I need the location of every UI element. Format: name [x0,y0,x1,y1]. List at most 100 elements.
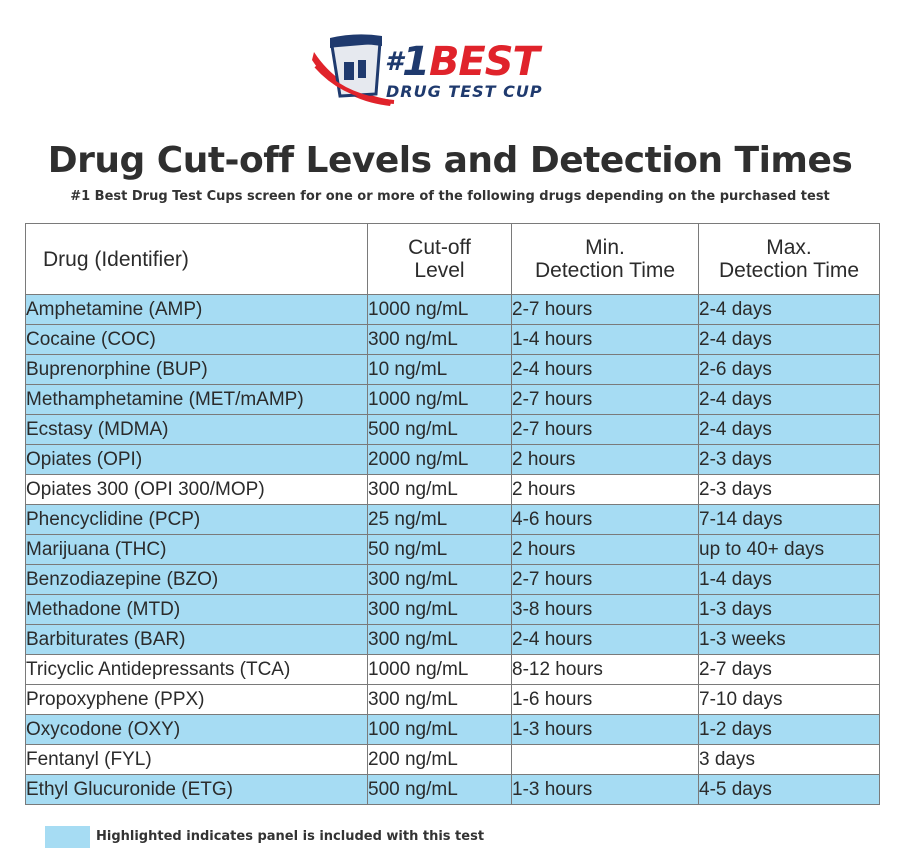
table-row: Oxycodone (OXY) 100 ng/mL 1-3 hours 1-2 day… [25,714,880,745]
table-row: Cocaine (COC) 300 ng/mL 1-4 hours 2-4 days [25,324,880,355]
table-row: Methadone (MTD) 300 ng/mL 3-8 hours 1-3 day… [25,594,880,625]
header-cutoff-line1: Cut-off [408,236,471,259]
cell-max-detection: 2-3 days [698,444,880,475]
cell-max-detection: 3 days [698,744,880,775]
logo-hash: # [385,47,403,77]
cell-cutoff: 300 ng/mL [367,474,512,505]
brand-logo: #1BEST DRUG TEST CUP [310,32,610,110]
drug-test-cup-icon [312,34,395,106]
table-row: Opiates (OPI) 2000 ng/mL 2 hours 2-3 days [25,444,880,475]
cell-min-detection: 2-4 hours [511,354,699,385]
header-min-line2: Detection Time [534,259,676,282]
cell-drug: Amphetamine (AMP) [25,294,368,325]
header-drug: Drug (Identifier) [25,223,368,295]
page-title: Drug Cut-off Levels and Detection Times [47,140,853,181]
table-row: Amphetamine (AMP) 1000 ng/mL 2-7 hours 2-4 … [25,294,880,325]
cell-drug: Tricyclic Antidepressants (TCA) [25,654,368,685]
table-row: Phencyclidine (PCP) 25 ng/mL 4-6 hours 7-14… [25,504,880,535]
table-header-row: Drug (Identifier) Cut-off Level Min. Detec… [25,223,880,295]
cell-cutoff: 50 ng/mL [367,534,512,565]
cell-drug: Methamphetamine (MET/mAMP) [25,384,368,415]
table-row: Ecstasy (MDMA) 500 ng/mL 2-7 hours 2-4 days [25,414,880,445]
cell-min-detection: 2-4 hours [511,624,699,655]
cell-cutoff: 300 ng/mL [367,324,512,355]
logo-wordmark: #1BEST [385,39,540,85]
cell-cutoff: 25 ng/mL [367,504,512,535]
cell-min-detection: 2 hours [511,474,699,505]
cell-min-detection: 1-4 hours [511,324,699,355]
cell-min-detection: 1-3 hours [511,774,699,805]
cell-drug: Fentanyl (FYL) [25,744,368,775]
table-row: Fentanyl (FYL) 200 ng/mL 3 days [25,744,880,775]
cell-cutoff: 500 ng/mL [367,414,512,445]
cell-max-detection: 2-3 days [698,474,880,505]
cell-min-detection: 2-7 hours [511,294,699,325]
cell-drug: Oxycodone (OXY) [25,714,368,745]
cell-max-detection: 7-14 days [698,504,880,535]
cell-max-detection: 7-10 days [698,684,880,715]
cell-cutoff: 10 ng/mL [367,354,512,385]
table-body: Amphetamine (AMP) 1000 ng/mL 2-7 hours 2-4 … [25,294,880,805]
cell-drug: Methadone (MTD) [25,594,368,625]
cell-drug: Benzodiazepine (BZO) [25,564,368,595]
cell-min-detection: 2 hours [511,444,699,475]
table-row: Marijuana (THC) 50 ng/mL 2 hours up to 40+ … [25,534,880,565]
cell-cutoff: 2000 ng/mL [367,444,512,475]
logo-number: 1 [402,39,430,85]
cell-cutoff: 300 ng/mL [367,564,512,595]
header-max-line1: Max. [766,236,812,259]
cell-max-detection: up to 40+ days [698,534,880,565]
cell-min-detection: 8-12 hours [511,654,699,685]
table-row: Ethyl Glucuronide (ETG) 500 ng/mL 1-3 hour… [25,774,880,805]
cell-max-detection: 4-5 days [698,774,880,805]
cell-min-detection: 3-8 hours [511,594,699,625]
cell-max-detection: 2-4 days [698,294,880,325]
cell-max-detection: 1-4 days [698,564,880,595]
cell-drug: Propoxyphene (PPX) [25,684,368,715]
header-cutoff: Cut-off Level [367,223,512,295]
cell-drug: Ecstasy (MDMA) [25,414,368,445]
table-row: Tricyclic Antidepressants (TCA) 1000 ng/m… [25,654,880,685]
table-row: Barbiturates (BAR) 300 ng/mL 2-4 hours 1-3 … [25,624,880,655]
header-max-detection: Max. Detection Time [698,223,880,295]
cell-min-detection: 4-6 hours [511,504,699,535]
cell-max-detection: 1-3 days [698,594,880,625]
table-row: Opiates 300 (OPI 300/MOP) 300 ng/mL 2 hour… [25,474,880,505]
cell-cutoff: 1000 ng/mL [367,294,512,325]
cell-max-detection: 2-4 days [698,414,880,445]
cell-drug: Cocaine (COC) [25,324,368,355]
header-min-detection: Min. Detection Time [511,223,699,295]
cell-cutoff: 500 ng/mL [367,774,512,805]
table-row: Propoxyphene (PPX) 300 ng/mL 1-6 hours 7-10… [25,684,880,715]
cell-min-detection [511,744,699,775]
cell-cutoff: 100 ng/mL [367,714,512,745]
header-cutoff-line2: Level [414,259,465,282]
cell-max-detection: 2-6 days [698,354,880,385]
cell-min-detection: 2-7 hours [511,414,699,445]
table-row: Methamphetamine (MET/mAMP) 1000 ng/mL 2-7 … [25,384,880,415]
logo-tagline: DRUG TEST CUP [386,82,543,101]
legend-text: Highlighted indicates panel is included … [96,829,485,844]
cell-drug: Ethyl Glucuronide (ETG) [25,774,368,805]
legend-swatch [45,826,90,848]
cell-min-detection: 2-7 hours [511,564,699,595]
cell-drug: Buprenorphine (BUP) [25,354,368,385]
cell-max-detection: 2-4 days [698,324,880,355]
cell-min-detection: 2-7 hours [511,384,699,415]
header-max-line2: Detection Time [718,259,860,282]
cell-cutoff: 300 ng/mL [367,594,512,625]
header-min-line1: Min. [585,236,625,259]
cell-max-detection: 1-2 days [698,714,880,745]
cell-min-detection: 1-3 hours [511,714,699,745]
cell-max-detection: 2-7 days [698,654,880,685]
logo-brand: BEST [428,39,540,85]
cell-drug: Barbiturates (BAR) [25,624,368,655]
cell-drug: Opiates 300 (OPI 300/MOP) [25,474,368,505]
cell-min-detection: 2 hours [511,534,699,565]
page-subtitle: #1 Best Drug Test Cups screen for one or… [70,189,830,204]
table-row: Buprenorphine (BUP) 10 ng/mL 2-4 hours 2-6 … [25,354,880,385]
cell-cutoff: 1000 ng/mL [367,654,512,685]
drug-table: Drug (Identifier) Cut-off Level Min. Detec… [25,223,880,805]
cell-max-detection: 1-3 weeks [698,624,880,655]
cell-drug: Marijuana (THC) [25,534,368,565]
